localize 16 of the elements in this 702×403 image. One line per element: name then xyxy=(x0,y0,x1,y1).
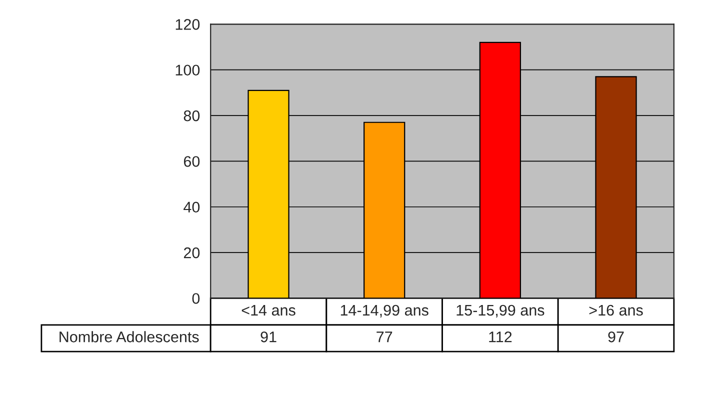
data-label: 91 xyxy=(260,332,276,342)
data-label: 112 xyxy=(489,332,512,342)
y-tick-label: 0 xyxy=(192,293,200,304)
x-tick-label: >16 ans xyxy=(589,304,643,316)
y-tick-label: 120 xyxy=(176,19,200,30)
data-label: 97 xyxy=(608,332,624,342)
x-tick-label: 15-15,99 ans xyxy=(456,304,544,318)
x-tick-label: 14-14,99 ans xyxy=(340,304,428,318)
text: Nombre Adolescents xyxy=(60,331,199,342)
data-label: 77 xyxy=(376,332,392,342)
y-tick-label: 20 xyxy=(184,247,200,258)
x-tick-label: <14 ans xyxy=(242,304,296,316)
y-tick-label: 100 xyxy=(176,64,200,76)
y-tick-label: 60 xyxy=(184,156,200,167)
y-tick-label: 40 xyxy=(184,202,200,213)
y-tick-label: 80 xyxy=(184,110,200,122)
